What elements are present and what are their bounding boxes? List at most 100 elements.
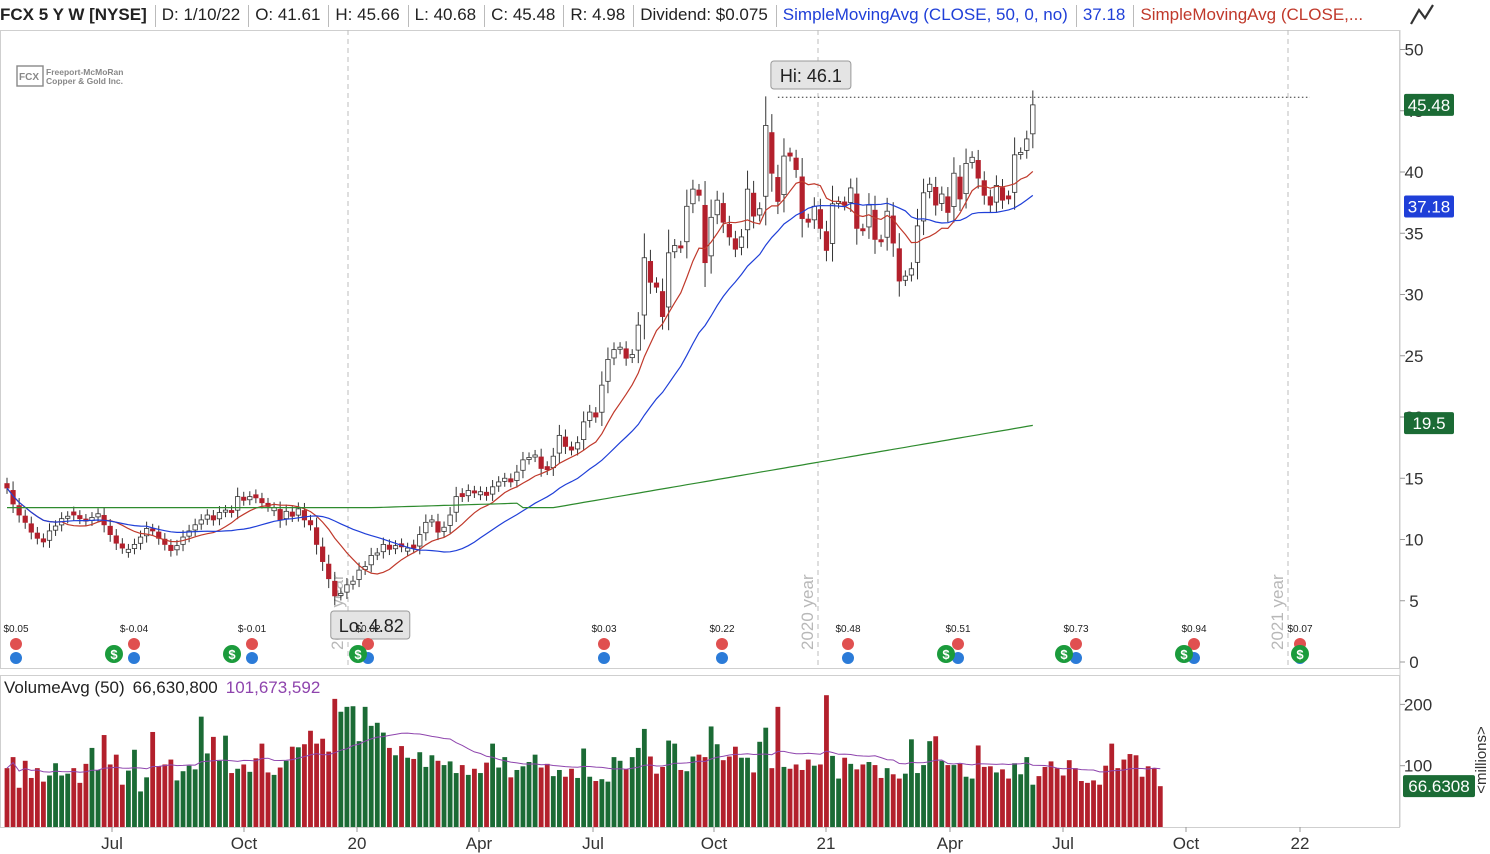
sma50-label[interactable]: SimpleMovingAvg (CLOSE, 50, 0, no) xyxy=(782,5,1068,24)
x-tick-label: 20 xyxy=(348,834,367,853)
high-label: H: 45.66 xyxy=(335,5,400,24)
candle-body xyxy=(222,509,229,513)
candlesticks xyxy=(4,90,1036,606)
volume-bar xyxy=(496,767,502,827)
candle-body xyxy=(320,546,326,562)
candle-body xyxy=(890,215,896,244)
chart-header: FCX 5 Y W [NYSE] D: 1/10/22 O: 41.61 H: 45.… xyxy=(0,0,1400,30)
volume-bar xyxy=(1121,759,1127,827)
volume-bar xyxy=(678,769,684,827)
volume-bar xyxy=(380,732,386,827)
candle-body xyxy=(28,523,34,533)
earnings-icon xyxy=(952,638,964,650)
line-chart-icon xyxy=(1410,4,1434,25)
candle-body xyxy=(235,496,241,511)
volume-bar xyxy=(635,747,641,827)
dividend-icon: $ xyxy=(937,645,955,663)
volume-bar xyxy=(793,764,799,827)
candle-body xyxy=(562,436,569,447)
volume-bar xyxy=(356,741,362,827)
symbol-label[interactable]: FCX 5 Y W [NYSE] xyxy=(0,5,147,24)
volume-bar xyxy=(344,706,350,827)
candle-body xyxy=(939,193,945,204)
volume-bar xyxy=(581,748,587,827)
volume-bar xyxy=(660,766,665,827)
volume-bar xyxy=(295,747,301,827)
x-tick-label: Oct xyxy=(231,834,258,853)
volume-bar xyxy=(332,698,338,827)
candle-body xyxy=(119,543,125,549)
volume-bar xyxy=(763,727,769,827)
volume-bar xyxy=(733,746,738,827)
earnings-icon xyxy=(246,638,258,650)
volume-bar xyxy=(538,767,544,827)
candle-body xyxy=(574,442,581,450)
candle-body xyxy=(210,515,216,521)
chart-style-button[interactable] xyxy=(1400,0,1444,30)
volume-bar xyxy=(1078,781,1084,827)
volume-bar xyxy=(781,766,787,827)
candle-body xyxy=(933,186,939,206)
volume-bar xyxy=(1151,768,1157,827)
dividend-icon: $ xyxy=(349,645,367,663)
volume-bar xyxy=(447,761,453,827)
candle-body xyxy=(1024,138,1030,151)
volume-bar xyxy=(769,768,775,827)
volume-bar xyxy=(283,760,289,827)
volume-bar xyxy=(556,769,562,827)
candle-body xyxy=(896,248,902,282)
candle-body xyxy=(969,156,975,163)
price-badge: 45.48 xyxy=(1404,93,1454,116)
info-icon xyxy=(10,652,22,664)
volume-bar xyxy=(308,730,313,827)
dividend-icon: $ xyxy=(1055,645,1073,663)
candle-body xyxy=(374,552,380,556)
svg-text:45.48: 45.48 xyxy=(1408,96,1451,115)
svg-text:19.5: 19.5 xyxy=(1412,414,1445,433)
svg-text:$: $ xyxy=(228,647,236,662)
volume-bar xyxy=(975,745,981,827)
volume-bar xyxy=(484,762,489,827)
sma20-label[interactable]: SimpleMovingAvg (CLOSE,... xyxy=(1140,5,1364,24)
volume-bar xyxy=(411,758,417,827)
volume-bar xyxy=(1018,774,1024,827)
volume-bar xyxy=(302,744,307,827)
candle-body xyxy=(150,528,156,532)
candle-body xyxy=(684,205,690,243)
volume-bar xyxy=(514,769,520,827)
candle-body xyxy=(514,471,520,481)
price-badge: 19.5 xyxy=(1404,412,1454,435)
volume-bar xyxy=(593,781,599,827)
candle-body xyxy=(459,493,465,498)
y-tick-label: 30 xyxy=(1405,286,1424,305)
volume-tick-label: 200 xyxy=(1404,695,1432,714)
x-tick-label: 21 xyxy=(817,834,836,853)
volume-bar xyxy=(787,768,793,827)
y-tick-label: 15 xyxy=(1405,469,1424,488)
candle-body xyxy=(95,513,101,518)
volume-bar xyxy=(247,771,253,827)
candle-body xyxy=(1030,104,1036,135)
volume-bar xyxy=(204,753,210,827)
sma-fast-line xyxy=(6,170,1034,575)
svg-text:37.18: 37.18 xyxy=(1408,198,1451,217)
volume-bar xyxy=(957,763,963,827)
candle-body xyxy=(192,524,198,531)
volume-bar xyxy=(132,749,137,827)
volume-bar xyxy=(963,776,969,827)
candle-body xyxy=(696,189,702,196)
volume-avg-value: 101,673,592 xyxy=(225,678,321,697)
volume-bar xyxy=(739,757,744,827)
volume-bar xyxy=(101,735,107,827)
candle-body xyxy=(993,185,1000,203)
candle-body xyxy=(672,245,678,253)
dividend-label: Dividend: $0.075 xyxy=(640,5,768,24)
volume-bar xyxy=(399,746,404,827)
candle-body xyxy=(16,505,22,516)
candle-body xyxy=(708,216,714,257)
candle-body xyxy=(520,459,526,471)
candle-body xyxy=(538,456,544,469)
candle-body xyxy=(283,510,289,520)
volume-study-label[interactable]: VolumeAvg (50) xyxy=(4,678,125,697)
